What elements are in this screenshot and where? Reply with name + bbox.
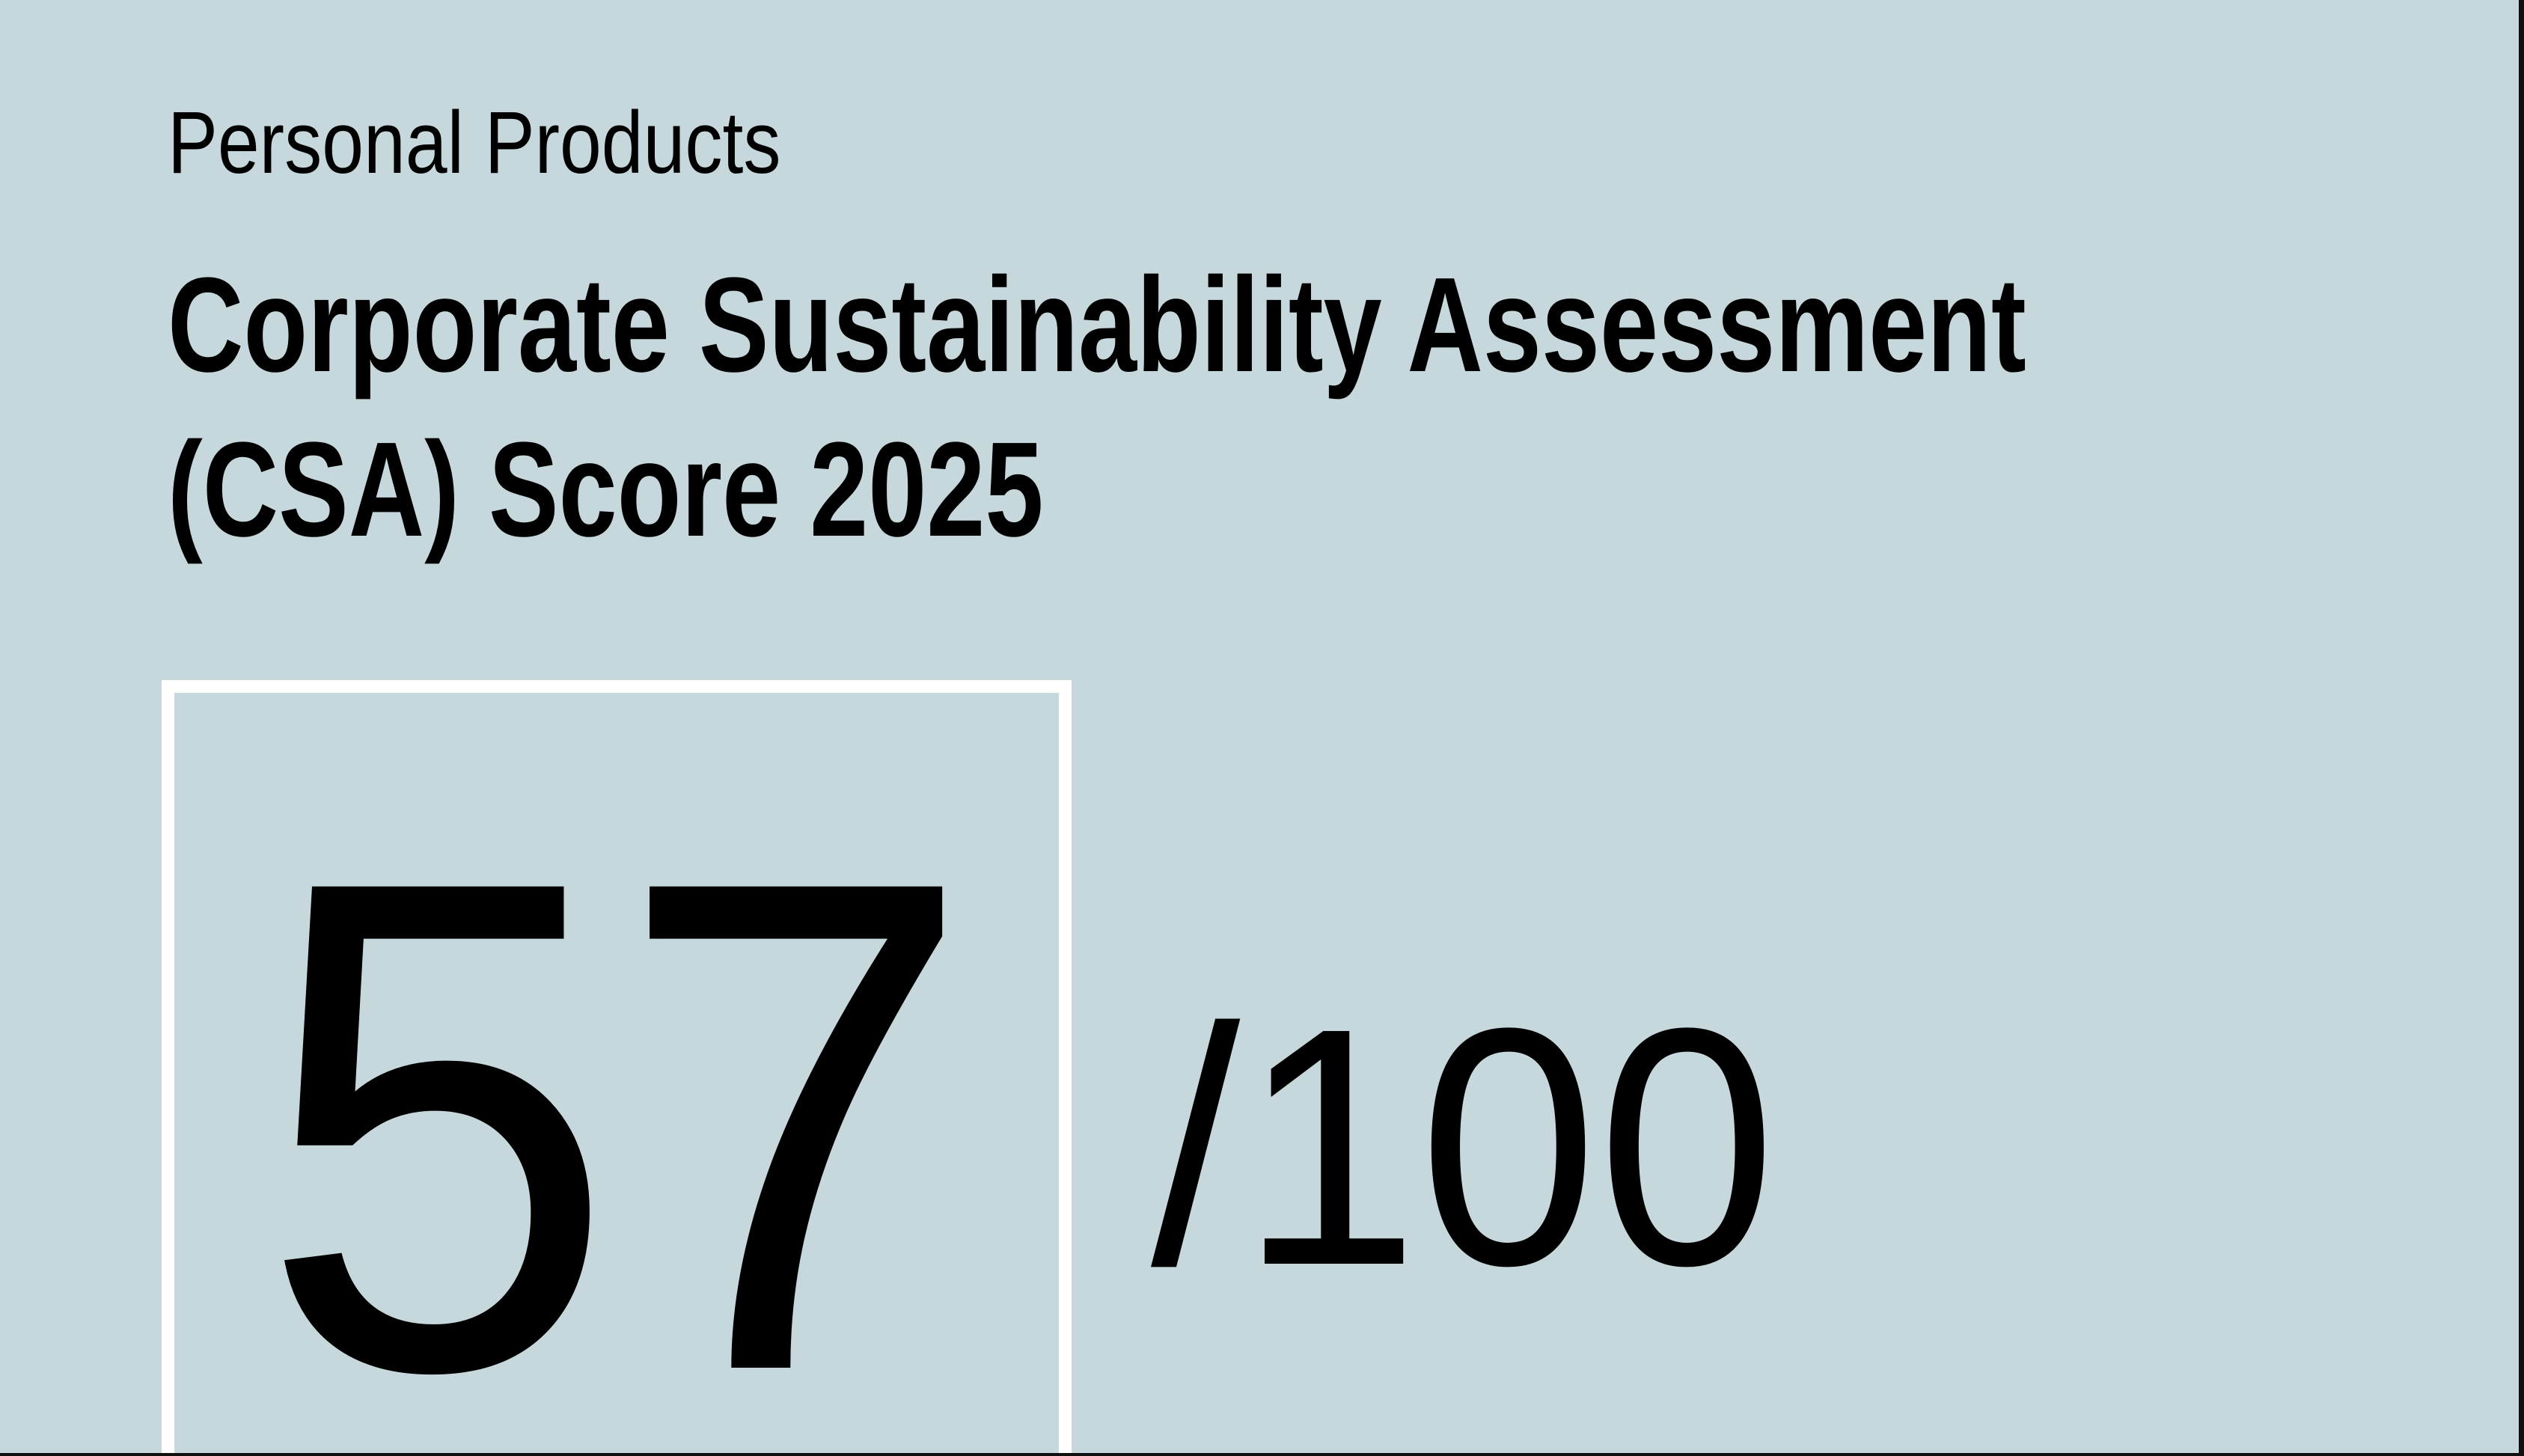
- page-title-line-2: (CSA) Score 2025: [168, 415, 1044, 565]
- screen-edge-right: [2519, 0, 2524, 1456]
- industry-label: Personal Products: [168, 91, 889, 197]
- industry-label-text: Personal Products: [168, 94, 781, 192]
- page-title-line-1: Corporate Sustainability Assessment: [168, 250, 2026, 400]
- screen-edge-bottom: [0, 1453, 2524, 1456]
- score-value: 57: [258, 735, 975, 1456]
- score-box: [162, 680, 1072, 1456]
- score-denominator: /100: [1151, 958, 1776, 1336]
- page-title: Corporate Sustainability Assessment (CSA…: [168, 243, 2524, 572]
